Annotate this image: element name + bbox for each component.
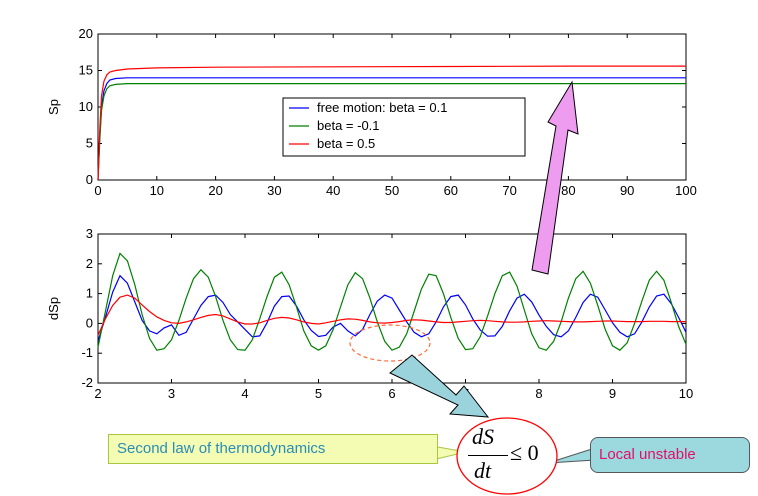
y-tick-label: -2 (81, 375, 93, 390)
y-tick-label: 10 (79, 99, 93, 114)
violet-arrow (531, 80, 579, 275)
x-tick-label: 6 (388, 386, 395, 401)
legend-entry: free motion: beta = 0.1 (317, 100, 447, 115)
y-axis-label: dSp (46, 297, 61, 320)
x-tick-label: 90 (620, 183, 634, 198)
y-tick-label: 2 (86, 256, 93, 271)
y-tick-label: 5 (86, 136, 93, 151)
series-line-1 (97, 252, 687, 351)
second-law-note: Second law of thermodynamics (108, 434, 438, 464)
y-tick-label: 0 (86, 315, 93, 330)
x-tick-label: 10 (150, 183, 164, 198)
series-line-0 (97, 77, 686, 181)
series-line-2 (97, 65, 686, 181)
formula-relation: ≤ 0 (510, 440, 539, 465)
x-tick-label: 50 (385, 183, 399, 198)
y-tick-label: -1 (81, 345, 93, 360)
formula-fraction-bar (468, 455, 508, 456)
y-tick-label: 0 (86, 172, 93, 187)
x-tick-label: 5 (315, 386, 322, 401)
local-unstable-label: Local unstable (599, 446, 696, 463)
second-law-label: Second law of thermodynamics (117, 440, 326, 457)
legend-box (282, 97, 526, 157)
x-tick-label: 60 (444, 183, 458, 198)
top-chart: 0 10 20 30 40 50 60 70 80 90 100 0 5 10 15 20 Sp free mot… (46, 26, 697, 198)
legend-entry: beta = -0.1 (317, 118, 380, 133)
x-tick-label: 80 (561, 183, 575, 198)
x-tick-label: 10 (679, 386, 693, 401)
x-tick-label: 70 (502, 183, 516, 198)
teal-arrow (389, 354, 490, 418)
entropy-formula: dS dt ≤ 0 (458, 418, 556, 494)
series-line-1 (97, 82, 686, 181)
series-line-2 (97, 294, 686, 336)
x-tick-label: 8 (535, 386, 542, 401)
y-tick-label: 3 (86, 226, 93, 241)
formula-denominator: dt (474, 458, 492, 483)
x-tick-label: 2 (94, 386, 101, 401)
y-tick-label: 15 (79, 63, 93, 78)
local-unstable-callout: Local unstable (590, 437, 750, 473)
x-tick-label: 100 (675, 183, 697, 198)
formula-numerator: dS (472, 424, 494, 449)
x-tick-label: 30 (267, 183, 281, 198)
legend-entry: beta = 0.5 (317, 136, 375, 151)
y-tick-label: 20 (79, 26, 93, 41)
highlight-ellipse (349, 324, 431, 362)
formula-ellipse (456, 417, 558, 495)
x-tick-label: 9 (609, 386, 616, 401)
x-tick-label: 20 (208, 183, 222, 198)
x-tick-label: 4 (241, 386, 248, 401)
x-tick-label: 40 (326, 183, 340, 198)
y-tick-label: 1 (86, 286, 93, 301)
x-tick-label: 0 (94, 183, 101, 198)
y-axis-label: Sp (46, 99, 61, 115)
series-line-0 (97, 274, 687, 342)
x-tick-label: 3 (168, 386, 175, 401)
